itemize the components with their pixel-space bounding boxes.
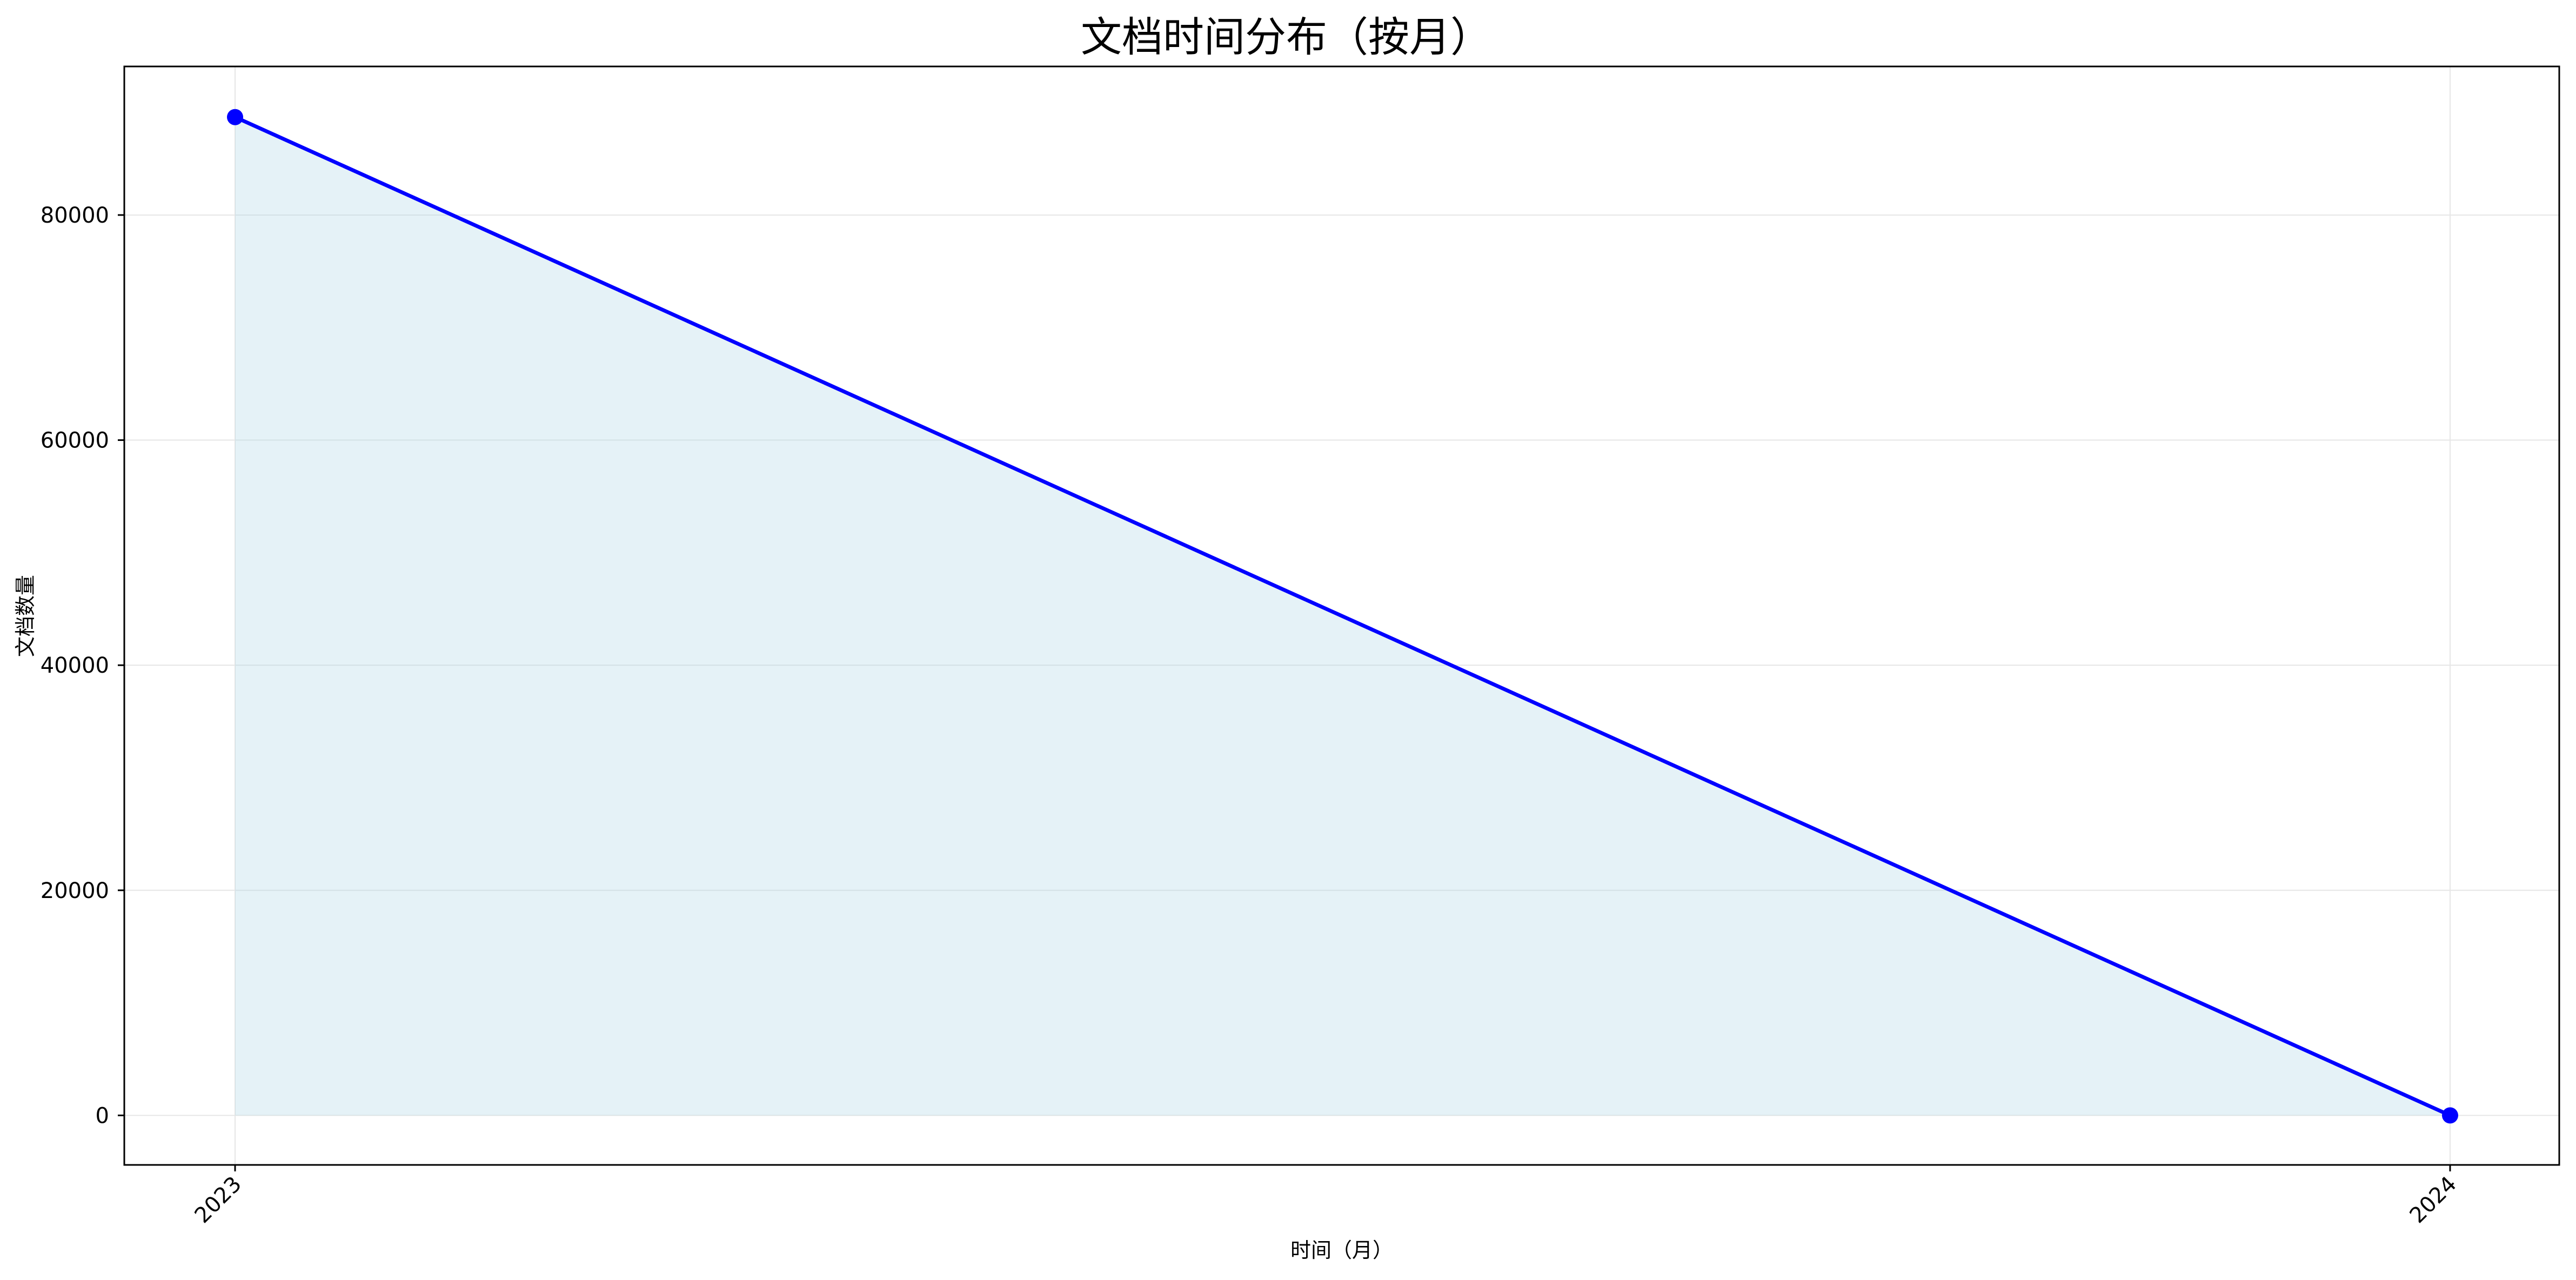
series-line-path [234,115,2451,1117]
data-point [227,109,243,125]
y-axis-ticks: 0 20000 40000 60000 80000 [41,203,124,1128]
x-axis-ticks: 2023 2024 [190,1165,2462,1229]
x-axis-label: 时间（月） [1290,1238,1393,1262]
series-line [234,115,2451,1117]
plot-frame [123,65,2560,1166]
x-tick-label: 2023 [190,1172,247,1229]
grid [124,66,2559,1165]
y-axis-label: 文档数量 [14,575,37,657]
y-tick-label: 60000 [41,428,109,453]
y-tick-label: 20000 [41,879,109,903]
x-tick-label: 2024 [2405,1172,2462,1229]
y-tick-label: 40000 [41,653,109,678]
y-tick-label: 0 [96,1103,109,1128]
data-points [227,109,2458,1124]
y-tick-label: 80000 [41,203,109,228]
chart-title: 文档时间分布（按月） [1081,13,1491,61]
data-point [2442,1107,2458,1124]
